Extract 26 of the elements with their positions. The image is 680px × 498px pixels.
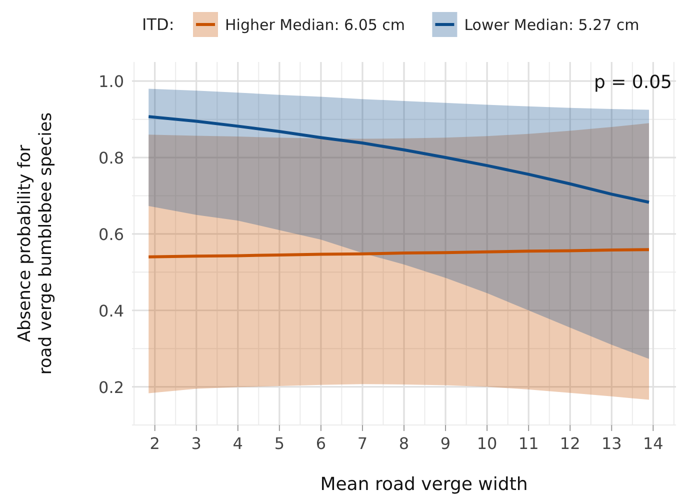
x-tick-label: 4 xyxy=(232,434,243,453)
x-axis-title: Mean road verge width xyxy=(320,474,528,495)
legend-title: ITD: xyxy=(142,15,174,34)
y-tick-label: 0.4 xyxy=(98,301,124,320)
x-tick-label: 13 xyxy=(601,434,622,453)
line-series xyxy=(147,248,651,258)
annotation: p = 0.05 xyxy=(594,72,672,93)
line-series xyxy=(147,115,651,204)
x-tick-label: 6 xyxy=(316,434,326,453)
legend-label: Higher Median: 6.05 cm xyxy=(225,16,406,34)
x-tick-label: 11 xyxy=(518,434,539,453)
x-tick-label: 10 xyxy=(476,434,498,453)
x-tick-label: 7 xyxy=(357,434,368,453)
x-tick-label: 3 xyxy=(191,434,202,453)
x-tick-label: 8 xyxy=(398,434,410,453)
x-tick-label: 9 xyxy=(440,434,451,453)
x-tick-label: 14 xyxy=(642,434,664,453)
y-tick-label: 1.0 xyxy=(98,72,124,92)
y-tick-label: 0.6 xyxy=(98,224,124,244)
x-tick-label: 5 xyxy=(274,434,285,453)
x-tick-label: 12 xyxy=(560,434,580,453)
y-axis-title: Absence probability for road verge bumblebee species xyxy=(15,112,56,375)
legend-label: Lower Median: 5.27 cm xyxy=(464,16,640,34)
y-tick-label: 0.8 xyxy=(98,148,124,168)
x-tick-label: 2 xyxy=(150,434,160,453)
y-tick-label: 0.2 xyxy=(98,378,124,397)
